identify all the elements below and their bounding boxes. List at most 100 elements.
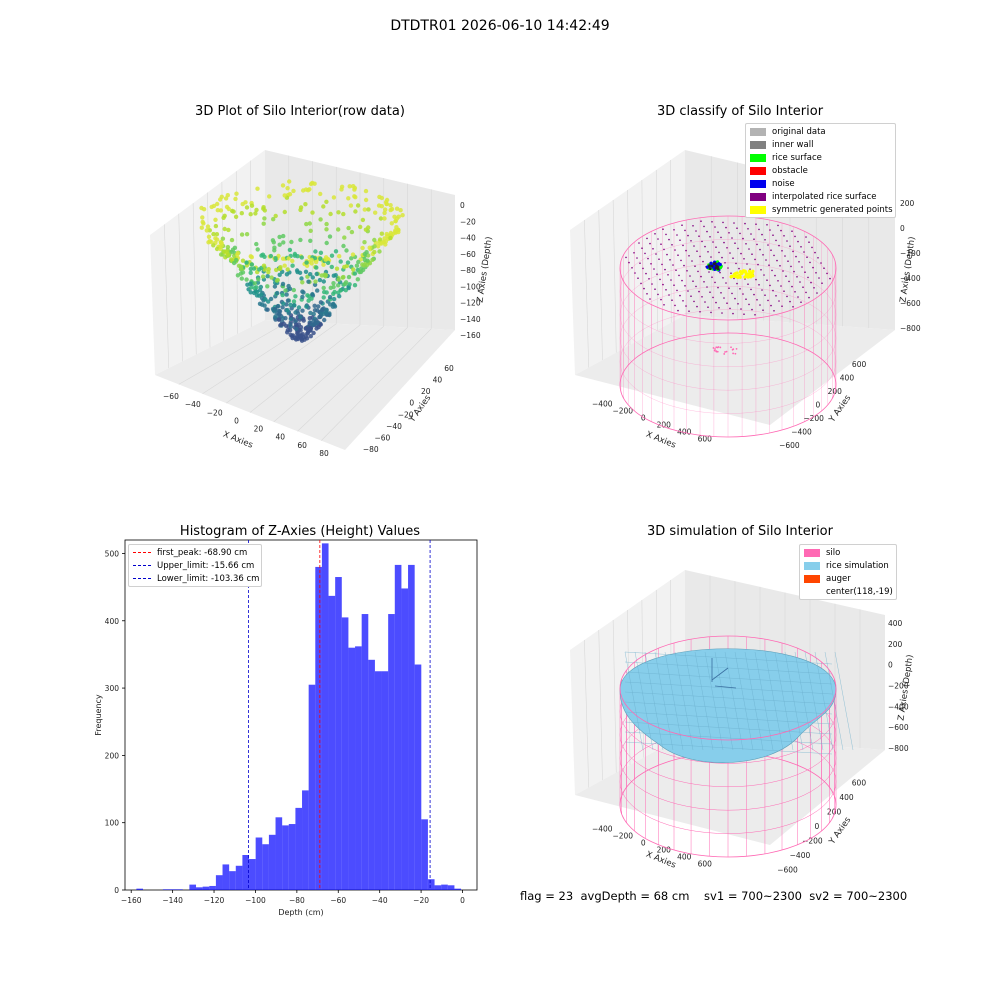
interpolated-point xyxy=(816,292,818,294)
interpolated-point xyxy=(691,260,693,262)
y-tick-label: −400 xyxy=(790,851,811,860)
interpolated-point xyxy=(706,286,708,288)
data-point xyxy=(332,289,337,295)
interpolated-point xyxy=(712,296,714,299)
data-point xyxy=(331,284,336,290)
symmetric-point xyxy=(735,271,739,275)
interpolated-point xyxy=(726,302,728,304)
interpolated-point xyxy=(637,277,639,279)
data-point xyxy=(308,272,313,277)
classify-plot-title: 3D classify of Silo Interior xyxy=(656,104,824,119)
interpolated-point xyxy=(803,251,805,253)
interpolated-point xyxy=(790,265,792,268)
grid-line xyxy=(221,181,225,341)
data-point xyxy=(346,225,351,231)
data-point xyxy=(364,250,369,255)
noise-point xyxy=(718,262,722,267)
data-point xyxy=(244,260,249,265)
grid-line xyxy=(598,209,603,361)
noise-point xyxy=(718,266,722,270)
wall-point xyxy=(732,348,735,351)
data-point xyxy=(290,258,295,264)
interpolated-point xyxy=(795,255,797,258)
data-point xyxy=(314,326,319,331)
y-tick-label: 20 xyxy=(421,387,431,396)
data-point xyxy=(298,237,303,243)
legend-item: original data xyxy=(746,125,895,138)
interpolated-point xyxy=(695,230,697,232)
surface-mesh xyxy=(804,651,824,751)
interpolated-point xyxy=(811,246,813,249)
grid-line xyxy=(273,326,384,423)
interpolated-point xyxy=(687,234,689,237)
histogram-bar xyxy=(196,887,203,890)
data-point xyxy=(353,195,358,200)
grid-line xyxy=(584,639,590,788)
grid-line xyxy=(192,203,197,355)
simulation-legend: silo rice simulation auger center(118,-19) xyxy=(799,544,897,600)
data-point xyxy=(324,227,329,232)
data-point xyxy=(324,221,329,227)
data-point xyxy=(300,308,305,313)
histogram-bar xyxy=(288,824,296,890)
data-point xyxy=(289,239,294,245)
interpolated-point xyxy=(690,240,692,242)
interpolated-point xyxy=(644,252,646,255)
z-tick-label: −800 xyxy=(900,324,921,333)
interpolated-point xyxy=(660,243,662,245)
interpolated-point xyxy=(714,281,716,284)
legend-label: noise xyxy=(772,178,795,189)
histogram-bar xyxy=(341,617,349,890)
grid-line xyxy=(226,323,337,404)
data-point xyxy=(268,253,274,259)
interpolated-point xyxy=(711,276,713,278)
interpolated-point xyxy=(772,289,774,292)
y-tick-label: −20 xyxy=(398,410,414,419)
noise-point xyxy=(715,264,718,268)
interpolated-point xyxy=(680,259,682,262)
z-tick-label: −100 xyxy=(460,282,481,291)
interpolated-point xyxy=(717,231,719,233)
interpolated-point xyxy=(807,276,809,279)
legend-item: rice surface xyxy=(746,151,895,164)
legend-swatch xyxy=(750,153,766,162)
data-point xyxy=(278,265,283,270)
interpolated-point xyxy=(634,272,636,274)
data-point xyxy=(225,244,231,250)
data-point xyxy=(219,241,224,246)
data-point xyxy=(384,197,390,203)
data-point xyxy=(389,221,394,226)
interpolated-point xyxy=(662,283,664,286)
x-tick-label: −40 xyxy=(372,896,388,905)
data-point xyxy=(352,271,358,276)
data-point xyxy=(308,228,313,233)
data-point xyxy=(373,210,378,215)
data-point xyxy=(252,281,257,286)
interpolated-point xyxy=(698,290,700,293)
interpolated-point xyxy=(707,306,709,308)
x-tick-label: 600 xyxy=(698,860,713,869)
interpolated-point xyxy=(779,265,781,267)
surface-mesh xyxy=(624,711,833,725)
interpolated-point xyxy=(769,284,771,287)
interpolated-point xyxy=(672,264,674,266)
data-point xyxy=(355,203,361,208)
z-tick-label: −120 xyxy=(460,299,481,308)
interpolated-point xyxy=(702,260,704,263)
histogram-bar xyxy=(374,671,382,890)
legend-item: Upper_limit: -15.66 cm xyxy=(129,559,261,572)
interpolated-point xyxy=(765,259,767,261)
grid-line xyxy=(178,213,183,362)
data-point xyxy=(384,231,389,237)
interpolated-point xyxy=(709,291,711,293)
data-point xyxy=(311,311,316,317)
interpolated-point xyxy=(711,221,713,223)
data-point xyxy=(394,206,400,211)
histogram-bar xyxy=(315,566,322,890)
data-point xyxy=(289,334,295,339)
data-point xyxy=(249,203,255,208)
z-tick-label: −160 xyxy=(460,331,481,340)
z-tick-label: −40 xyxy=(460,234,476,243)
interpolated-point xyxy=(663,248,665,251)
interpolated-point xyxy=(823,267,825,269)
